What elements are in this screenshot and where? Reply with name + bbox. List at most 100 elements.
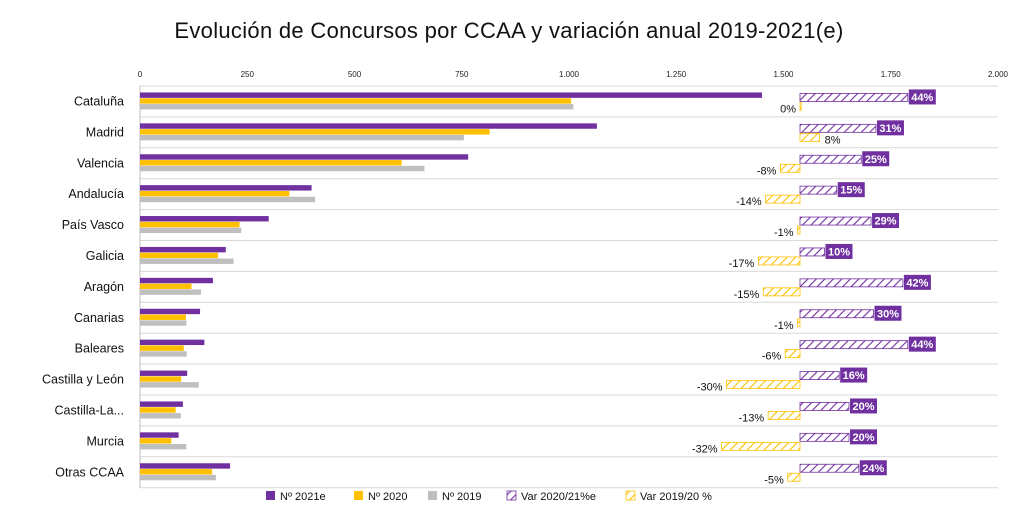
variation-label-2020: -14% <box>736 196 762 208</box>
variation-label-2020: -1% <box>774 227 794 239</box>
variation-label-2020: -32% <box>692 443 718 455</box>
variation-bar-2021 <box>799 216 872 226</box>
variation-bar-2021 <box>799 371 840 380</box>
variation-label-bg <box>908 89 936 105</box>
bar <box>140 320 187 326</box>
bar <box>140 98 572 104</box>
category-label: País Vasco <box>62 218 124 232</box>
variation-label-bg <box>872 213 900 229</box>
legend-label: Var 2020/21%e <box>521 491 596 503</box>
bar <box>140 443 187 450</box>
bar <box>140 339 205 346</box>
bar <box>140 258 234 264</box>
legend-label: Nº 2021e <box>280 491 326 503</box>
bar <box>140 252 219 259</box>
variation-bar-2020 <box>784 349 801 359</box>
variation-bar-2020 <box>797 225 801 235</box>
category-label: Andalucía <box>68 187 124 201</box>
x-tick-label: 1.500 <box>773 70 794 79</box>
bar <box>140 407 176 413</box>
bar <box>140 190 290 197</box>
variation-label-2020: 0% <box>780 103 796 115</box>
category-label: Castilla-La... <box>55 403 124 417</box>
category-label: Baleares <box>75 342 124 356</box>
variation-label-bg <box>876 120 904 136</box>
x-tick-label: 250 <box>241 70 255 79</box>
legend-swatch <box>506 490 517 501</box>
bar <box>140 216 269 222</box>
variation-bar-2021 <box>799 340 909 350</box>
bar <box>140 382 199 388</box>
x-tick-label: 750 <box>455 70 469 79</box>
variation-label-2020: -13% <box>738 412 764 424</box>
variation-label-2020: -6% <box>762 351 782 363</box>
variation-bar-2020 <box>767 411 801 420</box>
variation-label-bg <box>859 460 887 476</box>
variation-label-bg <box>837 182 865 198</box>
bar <box>140 129 490 135</box>
variation-label-2020: -8% <box>757 165 777 177</box>
bar <box>140 413 181 419</box>
bar <box>140 165 425 172</box>
bar <box>140 185 312 191</box>
bar <box>140 160 402 166</box>
x-tick-label: 0 <box>138 70 143 79</box>
variation-label-2021: 24% <box>862 463 884 475</box>
category-label: Valencia <box>77 156 124 170</box>
variation-bar-2020 <box>797 318 801 328</box>
bar <box>140 104 574 110</box>
variation-label-bg <box>850 398 877 414</box>
variation-bar-2021 <box>799 123 877 133</box>
bar <box>140 401 183 407</box>
variation-label-2020: -5% <box>764 474 784 486</box>
bar <box>140 134 464 141</box>
variation-label-2020: -1% <box>774 320 794 332</box>
category-label: Canarias <box>74 311 124 325</box>
variation-label-2021: 31% <box>879 123 901 135</box>
variation-label-2020: -30% <box>697 382 723 394</box>
variation-label-bg <box>850 429 877 445</box>
category-label: Aragón <box>84 280 124 294</box>
variation-label-2020: -15% <box>734 289 760 301</box>
bar <box>140 227 242 234</box>
variation-bar-2020 <box>780 163 801 173</box>
category-label: Madrid <box>86 125 124 139</box>
variation-label-bg <box>908 336 936 352</box>
variation-label-2021: 30% <box>877 308 899 320</box>
variation-bar-2020 <box>799 132 821 142</box>
variation-label-2021: 20% <box>852 432 874 444</box>
variation-bar-2020 <box>799 102 802 111</box>
bar <box>140 345 184 351</box>
bar <box>140 308 201 315</box>
legend-swatch <box>354 491 363 500</box>
variation-label-2021: 15% <box>840 185 862 197</box>
variation-bar-2021 <box>799 247 825 257</box>
legend-swatch <box>625 490 636 501</box>
variation-label-bg <box>874 305 902 321</box>
variation-label-2021: 44% <box>911 92 933 104</box>
category-label: Castilla y León <box>42 373 124 387</box>
variation-label-2021: 10% <box>828 246 850 258</box>
variation-bar-2021 <box>799 402 850 411</box>
variation-bar-2021 <box>799 309 874 319</box>
x-tick-label: 1.250 <box>666 70 687 79</box>
variation-bar-2021 <box>799 463 860 473</box>
bar <box>140 221 240 228</box>
category-label: Cataluña <box>74 94 124 108</box>
legend-label: Nº 2019 <box>442 491 482 503</box>
bar <box>140 123 597 129</box>
bar <box>140 92 763 98</box>
x-tick-label: 1.000 <box>559 70 580 79</box>
variation-label-2021: 25% <box>865 154 887 166</box>
variation-bar-2020 <box>726 380 801 389</box>
variation-bar-2021 <box>799 432 850 442</box>
bar <box>140 474 216 481</box>
variation-label-2021: 44% <box>911 339 933 351</box>
x-tick-label: 2.000 <box>988 70 1009 79</box>
legend-label: Var 2019/20 % <box>640 491 712 503</box>
x-tick-label: 500 <box>348 70 362 79</box>
bar <box>140 469 213 475</box>
variation-label-bg <box>862 151 890 167</box>
category-label: Otras CCAA <box>55 465 124 479</box>
